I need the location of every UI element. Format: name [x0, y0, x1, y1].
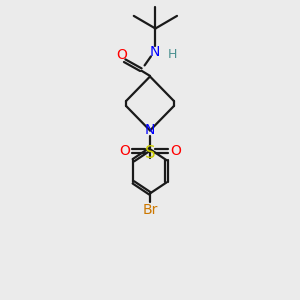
Text: H: H [168, 48, 178, 61]
Text: O: O [116, 48, 127, 62]
Text: N: N [145, 124, 155, 137]
Text: O: O [119, 144, 130, 158]
Text: S: S [145, 144, 155, 162]
Text: N: N [150, 45, 160, 58]
Text: Br: Br [142, 203, 158, 217]
Text: O: O [170, 144, 181, 158]
